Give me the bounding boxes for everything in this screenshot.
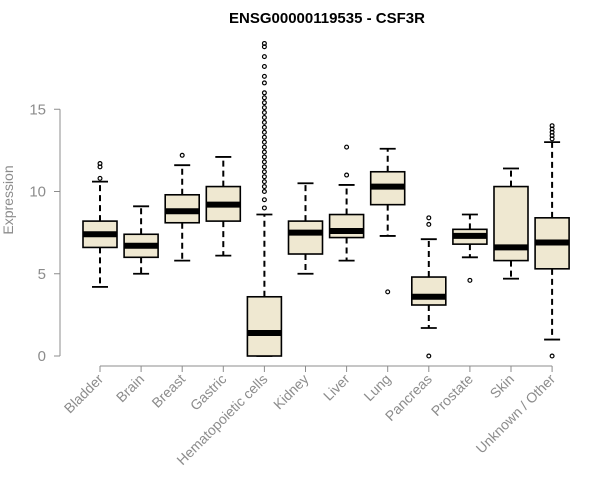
iqr-box <box>246 295 283 357</box>
x-tick-label: Kidney <box>270 371 312 413</box>
x-tick-label: Bladder <box>61 371 107 417</box>
x-tick-label: Brain <box>113 371 147 405</box>
outlier-point <box>261 169 267 175</box>
outlier-point <box>261 159 267 165</box>
y-axis-label: Expression <box>0 165 16 234</box>
outlier-point <box>261 129 267 135</box>
outlier-point <box>261 139 267 145</box>
box-liver <box>328 144 365 262</box>
outlier-point <box>97 175 103 181</box>
box-lung <box>369 147 406 295</box>
x-tick-label: Liver <box>320 371 353 404</box>
outlier-point <box>549 123 555 129</box>
box-unknown-other <box>534 123 570 359</box>
box-brain <box>123 205 159 275</box>
outlier-point <box>426 215 432 221</box>
outlier-point <box>467 277 473 283</box>
outlier-point <box>97 161 103 167</box>
outlier-point <box>426 221 432 227</box>
outlier-point <box>261 144 267 150</box>
box-hematopoietic-cells <box>246 40 283 357</box>
plot-area <box>82 40 570 359</box>
outlier-point <box>261 73 267 79</box>
iqr-box <box>410 276 447 306</box>
box-gastric <box>205 156 242 257</box>
outlier-point <box>261 174 267 180</box>
outlier-point <box>261 134 267 140</box>
outlier-point <box>261 40 267 46</box>
box-kidney <box>287 182 324 275</box>
outlier-point <box>261 119 267 125</box>
outlier-point <box>261 124 267 130</box>
outlier-point <box>261 63 267 69</box>
y-tick-label: 5 <box>38 266 46 283</box>
box-skin <box>493 167 529 280</box>
x-tick-label: Breast <box>148 371 188 411</box>
outlier-point <box>549 353 555 359</box>
x-tick-label: Prostate <box>428 371 476 419</box>
y-tick-label: 15 <box>29 101 46 118</box>
outlier-point <box>261 164 267 170</box>
outlier-point <box>261 179 267 185</box>
outlier-point <box>261 90 267 96</box>
box-bladder <box>82 161 118 288</box>
outlier-point <box>261 105 267 111</box>
outlier-point <box>261 184 267 190</box>
outlier-point <box>261 197 267 203</box>
outlier-point <box>261 95 267 101</box>
outlier-point <box>261 205 267 211</box>
outlier-point <box>261 100 267 106</box>
y-tick-label: 10 <box>29 184 46 201</box>
outlier-point <box>261 189 267 195</box>
outlier-point <box>261 80 267 86</box>
outlier-point <box>426 353 432 359</box>
iqr-box <box>328 213 365 239</box>
outlier-point <box>179 152 185 158</box>
outlier-point <box>344 144 350 150</box>
box-prostate <box>452 213 488 283</box>
outlier-point <box>385 289 391 295</box>
outlier-point <box>344 172 350 178</box>
x-tick-label: Skin <box>487 371 518 402</box>
outlier-point <box>261 110 267 116</box>
outlier-point <box>261 149 267 155</box>
chart-title: ENSG00000119535 - CSF3R <box>229 10 425 27</box>
outlier-point <box>261 154 267 160</box>
box-breast <box>164 152 200 262</box>
x-tick-label: Lung <box>360 371 393 404</box>
outlier-point <box>261 54 267 60</box>
iqr-box <box>287 220 324 255</box>
y-tick-label: 0 <box>38 348 46 365</box>
box-pancreas <box>410 215 447 359</box>
outlier-point <box>261 114 267 120</box>
